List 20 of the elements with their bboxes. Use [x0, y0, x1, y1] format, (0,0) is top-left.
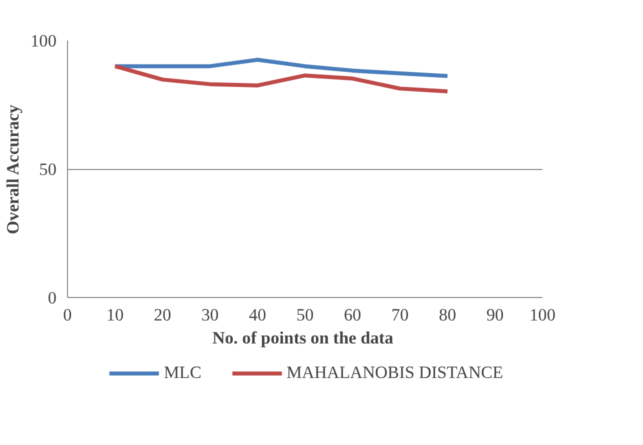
legend-label: MAHALANOBIS DISTANCE	[286, 362, 504, 382]
y-axis-title: Overall Accuracy	[4, 104, 23, 234]
x-tick-label: 0	[63, 306, 72, 324]
x-tick-label: 50	[296, 306, 314, 324]
legend-label: MLC	[164, 362, 202, 382]
y-tick-label: 50	[39, 160, 56, 179]
y-tick-label: 100	[30, 32, 57, 50]
x-tick-label: 90	[486, 306, 504, 324]
x-tick-label: 40	[248, 306, 266, 324]
x-axis-title: No. of points on the data	[212, 328, 394, 348]
x-tick-label: 30	[201, 306, 219, 324]
x-tick-label: 70	[391, 306, 409, 324]
x-tick-label: 80	[438, 306, 456, 324]
y-tick-label: 0	[48, 288, 57, 308]
x-tick-label: 10	[106, 306, 124, 324]
x-tick-label: 60	[344, 306, 362, 324]
line-series	[113, 64, 450, 94]
x-tick-label: 20	[154, 306, 172, 324]
line-series	[113, 58, 450, 78]
x-tick-label: 100	[530, 306, 556, 324]
